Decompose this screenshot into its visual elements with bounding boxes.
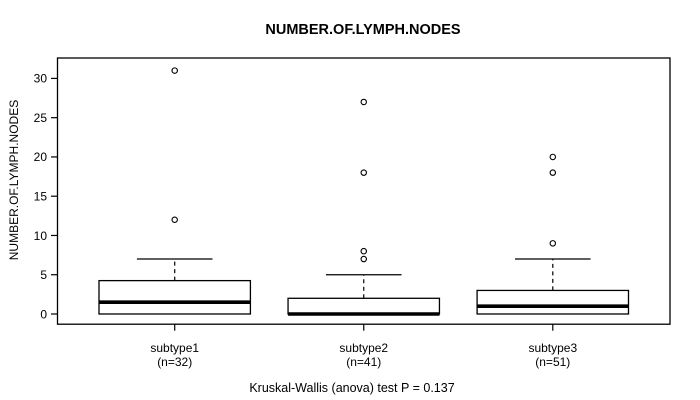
y-tick-label: 5 [40,268,47,282]
chart-title: NUMBER.OF.LYMPH.NODES [265,22,461,38]
x-category-label: subtype3 [528,341,577,355]
x-category-sublabel: (n=32) [157,355,192,369]
outlier-point [360,169,367,176]
y-tick-label: 15 [34,190,48,204]
outlier-point [360,255,367,263]
boxplot-group-subtype1 [98,67,252,315]
outlier-point [360,247,367,255]
boxplot-group-subtype3 [476,153,630,315]
x-category-label: subtype2 [339,341,388,355]
outlier-point [549,240,557,247]
x-axis: subtype1(n=32) subtype2(n=41) subtype3(n=5… [150,324,577,369]
stat-test-caption: Kruskal-Wallis (anova) test P = 0.137 [249,381,454,395]
y-tick-label: 0 [40,307,47,321]
iqr-box [476,289,630,315]
boxplot-series [98,67,630,316]
x-category-label: subtype1 [150,341,199,355]
y-tick-label: 10 [34,229,48,243]
x-category-sublabel: (n=41) [346,355,381,369]
y-tick-label: 30 [34,72,48,86]
outlier-point [171,216,178,224]
y-axis-title: NUMBER.OF.LYMPH.NODES [7,100,21,260]
outlier-point [360,98,367,106]
y-axis: 0 5 10 15 20 25 30 [34,72,58,321]
outlier-point [549,169,557,176]
iqr-box [287,297,441,315]
boxplot-group-subtype2 [287,98,441,316]
y-tick-label: 25 [34,111,48,125]
outlier-point [171,67,178,74]
y-tick-label: 20 [34,150,48,164]
x-category-sublabel: (n=51) [535,355,570,369]
outlier-point [549,153,557,161]
iqr-box [98,279,252,315]
